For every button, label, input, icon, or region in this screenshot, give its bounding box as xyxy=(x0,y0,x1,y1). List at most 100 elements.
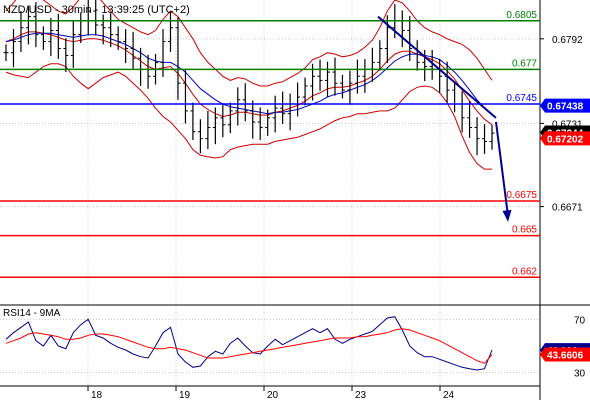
level-label: 0.665 xyxy=(512,225,537,236)
ohlc-bar xyxy=(123,29,129,64)
moving-average-line xyxy=(5,32,493,116)
time-axis-label: 20 xyxy=(267,390,279,400)
time-axis-label: 24 xyxy=(443,390,455,400)
ohlc-bar xyxy=(18,11,24,52)
time-axis: 18 19 20 23 24 xyxy=(87,386,455,400)
ohlc-bar xyxy=(377,40,383,71)
ohlc-bar xyxy=(25,6,31,45)
ohlc-bar xyxy=(354,59,360,94)
price-axis-label: 0.6671 xyxy=(552,203,583,214)
ohlc-bar xyxy=(362,58,368,93)
ohlc-bar xyxy=(407,15,413,61)
ohlc-bar xyxy=(40,26,46,50)
ohlc-bar xyxy=(474,117,480,156)
ohlc-bar xyxy=(167,11,173,52)
moving-average xyxy=(5,32,493,116)
ohlc-bar xyxy=(250,100,256,139)
ohlc-bar xyxy=(452,81,458,113)
ohlc-bar xyxy=(205,110,211,150)
svg-text:0.67202: 0.67202 xyxy=(547,134,584,145)
time-axis-label: 23 xyxy=(355,390,367,400)
ohlc-bar xyxy=(212,107,218,145)
ohlc-bar xyxy=(235,87,241,126)
rsi-chart-title: RSI14 - 9MA xyxy=(3,308,61,319)
price-flag: 0.67202 xyxy=(540,131,590,146)
main-chart-title: NZD/USD - 30min - 13:39:25 (UTC+2) xyxy=(3,4,190,16)
bollinger-middle-band xyxy=(5,31,493,126)
rsi-flag: 43.6606 xyxy=(540,347,590,362)
ohlc-bar xyxy=(108,13,114,48)
price-axis-label: 0.6792 xyxy=(552,35,583,46)
ohlc-bar xyxy=(280,91,286,125)
ohlc-bar xyxy=(482,124,488,154)
ohlc-bar xyxy=(302,77,308,106)
price-axis: 0.6792 0.6731 0.6671 xyxy=(540,35,583,214)
ohlc-bar xyxy=(437,58,443,93)
ohlc-bar xyxy=(100,14,106,45)
ohlc-bar xyxy=(399,10,405,48)
ohlc-bar xyxy=(10,29,16,68)
ohlc-bar xyxy=(220,103,226,138)
price-flag: 0.67438 xyxy=(540,98,590,113)
ohlc-bar xyxy=(489,124,495,150)
ohlc-bar xyxy=(339,74,345,99)
ohlc-bar xyxy=(63,38,69,73)
price-grid xyxy=(0,0,540,386)
projection-arrow-head xyxy=(502,209,512,222)
projection-arrow-shaft xyxy=(495,121,509,216)
ohlc-bar xyxy=(332,57,338,96)
ohlc-bar xyxy=(93,0,99,36)
bollinger-lower-band xyxy=(5,63,492,170)
bollinger-bands xyxy=(5,0,493,170)
ohlc-bar xyxy=(48,18,54,57)
ohlc-bar xyxy=(145,54,151,89)
level-label: 0.677 xyxy=(512,58,537,69)
ohlc-bar xyxy=(467,101,473,138)
ohlc-bar xyxy=(444,61,450,103)
time-axis-label: 18 xyxy=(91,390,103,400)
ohlc-bar xyxy=(115,26,121,50)
rsi-line xyxy=(5,316,493,371)
ohlc-bar xyxy=(33,2,39,48)
rsi-pane: 703046.92143.6606 xyxy=(0,315,590,380)
ohlc-bar xyxy=(78,12,84,43)
svg-text:0.67438: 0.67438 xyxy=(547,102,584,113)
ohlc-bar xyxy=(295,82,301,117)
bollinger-upper-band xyxy=(5,0,493,87)
ohlc-bar xyxy=(287,93,293,131)
trendline-annotations xyxy=(377,15,512,222)
ohlc-bar xyxy=(347,70,353,105)
level-label: 0.6745 xyxy=(506,93,537,104)
ohlc-bar xyxy=(325,61,331,98)
ohlc-bar xyxy=(265,109,271,136)
ohlc-bar xyxy=(242,83,248,122)
ohlc-bar xyxy=(227,102,233,134)
ohlc-bar xyxy=(272,95,278,133)
ohlc-bar xyxy=(369,47,375,82)
level-label: 0.6675 xyxy=(506,190,537,201)
level-label: 0.6805 xyxy=(506,10,537,21)
price-axis-label: 0.6731 xyxy=(552,119,583,130)
ohlc-bar xyxy=(257,107,263,141)
ohlc-bar xyxy=(130,31,136,69)
trendline xyxy=(377,15,497,119)
ohlc-bar xyxy=(197,119,203,154)
ohlc-bar xyxy=(422,49,428,82)
ohlc-bar xyxy=(317,59,323,91)
ohlc-bar xyxy=(414,40,420,71)
rsi-axis-label: 70 xyxy=(574,315,586,326)
time-axis-label: 19 xyxy=(179,390,191,400)
price-bars xyxy=(3,0,495,156)
ohlc-bar xyxy=(182,68,188,124)
horizontal-levels: 0.6805 0.677 0.6745 0.6675 0.665 0.662 xyxy=(0,10,540,279)
svg-text:43.6606: 43.6606 xyxy=(547,350,584,361)
ohlc-bar xyxy=(459,91,465,133)
rsi-ma-line xyxy=(5,328,493,364)
ohlc-bar xyxy=(175,17,181,100)
level-label: 0.662 xyxy=(512,266,537,277)
ohlc-bar xyxy=(70,20,76,68)
ohlc-bar xyxy=(3,44,9,61)
ohlc-bar xyxy=(190,102,196,141)
